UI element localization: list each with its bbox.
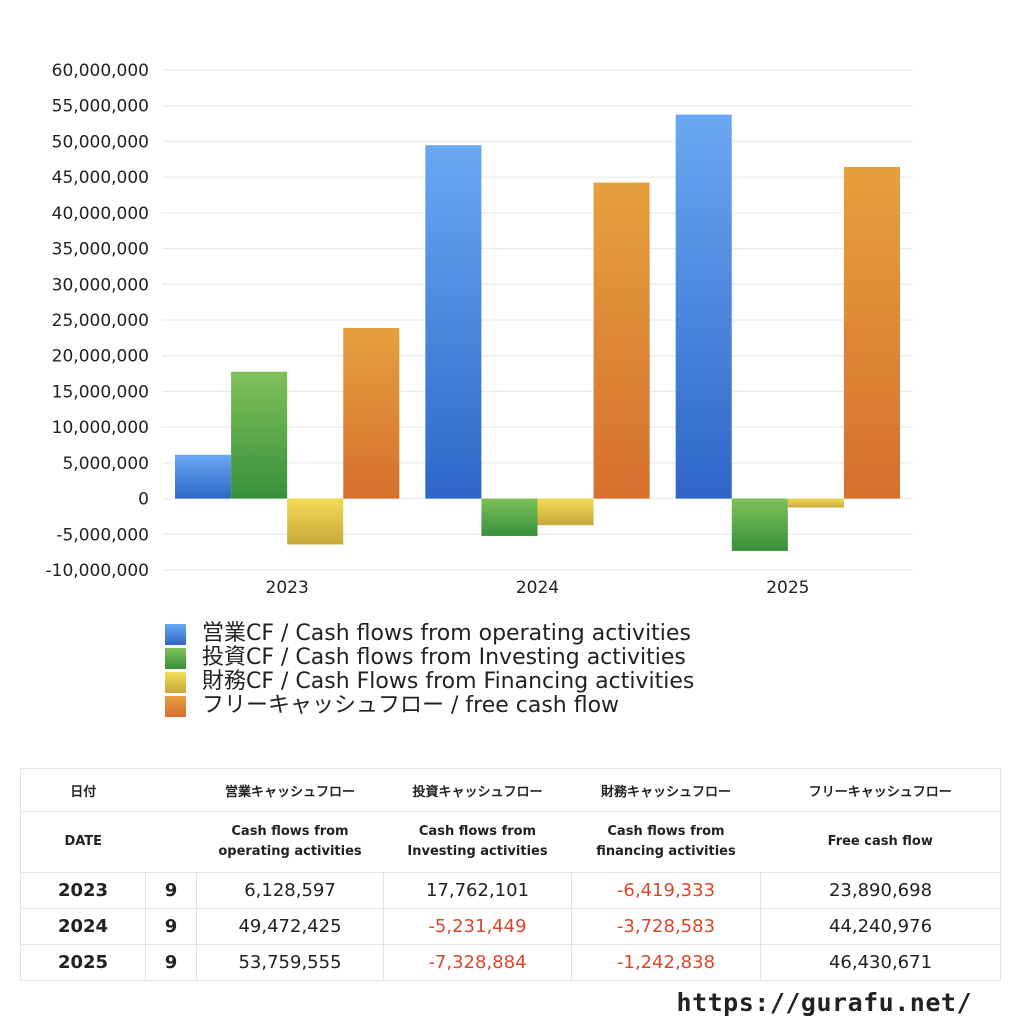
y-tick-label: 20,000,000 [52,347,149,367]
x-tick-label: 2025 [766,578,809,598]
row-free: 44,240,976 [760,908,1001,945]
subheader-financing: Cash flows from financing activities [571,811,761,873]
header-operating: 営業キャッシュフロー [196,768,384,812]
legend-label-operating: 営業CF / Cash flows from operating activit… [202,621,691,646]
subheader-operating: Cash flows from operating activities [196,811,384,873]
subheader-investing-line1: Cash flows from [418,824,537,839]
row-operating: 6,128,597 [196,872,384,909]
legend-label-free: フリーキャッシュフロー / free cash flow [202,693,620,718]
legend-item-operating: 営業CF / Cash flows from operating activit… [165,622,694,646]
cash-flow-bar-chart: 60,000,000 55,000,000 50,000,000 45,000,000… [46,61,913,598]
chart-legend: 営業CF / Cash flows from operating activit… [165,622,694,718]
row-month: 9 [145,944,197,981]
row-financing: -1,242,838 [571,944,761,981]
row-investing: -7,328,884 [383,944,572,981]
y-tick-label: 55,000,000 [52,97,149,117]
row-year: 2023 [20,872,146,909]
header-investing: 投資キャッシュフロー [383,768,572,812]
subheader-operating-line1: Cash flows from [231,824,349,839]
subheader-operating-line2: operating activities [218,844,362,859]
subheader-investing-line2: Investing activities [407,844,548,859]
header-financing: 財務キャッシュフロー [571,768,761,812]
row-year: 2025 [20,944,146,981]
row-investing: -5,231,449 [383,908,572,945]
table-row: 2025 9 53,759,555 -7,328,884 -1,242,838 … [20,944,1001,981]
bar-free-2024 [593,182,650,499]
subheader-date: DATE [20,811,146,873]
y-tick-label: 50,000,000 [52,132,149,152]
table-header-row: 日付 営業キャッシュフロー 投資キャッシュフロー 財務キャッシュフロー フリーキ… [20,768,1001,812]
bar-operating-2024 [425,145,482,499]
y-axis-ticks: 60,000,000 55,000,000 50,000,000 45,000,000… [46,61,149,581]
header-spacer [145,768,197,812]
bar-financing-2023 [287,498,344,545]
subheader-spacer [145,811,197,873]
table-row: 2024 9 49,472,425 -5,231,449 -3,728,583 … [20,908,1001,945]
bar-financing-2024 [537,498,594,526]
legend-swatch-financing [165,671,186,693]
y-tick-label: -5,000,000 [56,525,149,545]
legend-label-financing: 財務CF / Cash Flows from Financing activit… [202,669,695,694]
cash-flow-table: 日付 営業キャッシュフロー 投資キャッシュフロー 財務キャッシュフロー フリーキ… [20,768,1001,981]
subheader-financing-line2: financing activities [596,844,736,859]
bars [175,114,900,551]
row-operating: 49,472,425 [196,908,384,945]
bar-financing-2025 [787,498,844,508]
row-free: 46,430,671 [760,944,1001,981]
row-month: 9 [145,872,197,909]
y-tick-label: 0 [138,490,149,510]
x-tick-label: 2024 [516,578,559,598]
legend-swatch-investing [165,647,186,669]
row-financing: -3,728,583 [571,908,761,945]
y-tick-label: 30,000,000 [52,275,149,295]
bar-operating-2025 [675,114,732,499]
legend-label-investing: 投資CF / Cash flows from Investing activit… [202,645,686,670]
y-tick-label: 25,000,000 [52,311,149,331]
y-tick-label: 10,000,000 [52,418,149,438]
subheader-free: Free cash flow [760,811,1001,873]
row-free: 23,890,698 [760,872,1001,909]
row-investing: 17,762,101 [383,872,572,909]
header-date: 日付 [20,768,146,812]
legend-swatch-operating [165,623,186,645]
legend-item-free: フリーキャッシュフロー / free cash flow [165,694,694,718]
header-free: フリーキャッシュフロー [760,768,1001,812]
row-year: 2024 [20,908,146,945]
row-month: 9 [145,908,197,945]
y-tick-label: 15,000,000 [52,382,149,402]
table-row: 2023 9 6,128,597 17,762,101 -6,419,333 2… [20,872,1001,909]
y-tick-label: 40,000,000 [52,204,149,224]
legend-item-investing: 投資CF / Cash flows from Investing activit… [165,646,694,670]
bar-investing-2025 [731,498,788,551]
table-subheader-row: DATE Cash flows from operating activitie… [20,811,1001,873]
x-tick-label: 2023 [266,578,309,598]
bar-operating-2023 [175,454,232,499]
subheader-financing-line1: Cash flows from [607,824,725,839]
x-axis-ticks: 2023 2024 2025 [266,578,810,598]
y-tick-label: 60,000,000 [52,61,149,81]
row-operating: 53,759,555 [196,944,384,981]
bar-investing-2024 [481,498,538,536]
bar-free-2025 [843,166,900,499]
row-financing: -6,419,333 [571,872,761,909]
y-tick-label: 35,000,000 [52,240,149,260]
site-url[interactable]: https://gurafu.net/ [676,988,972,1017]
y-tick-label: 45,000,000 [52,168,149,188]
legend-item-financing: 財務CF / Cash Flows from Financing activit… [165,670,694,694]
subheader-investing: Cash flows from Investing activities [383,811,572,873]
bar-investing-2023 [231,371,288,499]
bar-free-2023 [343,327,400,499]
y-tick-label: 5,000,000 [62,454,149,474]
legend-swatch-free [165,695,186,717]
y-tick-label: -10,000,000 [46,561,149,581]
